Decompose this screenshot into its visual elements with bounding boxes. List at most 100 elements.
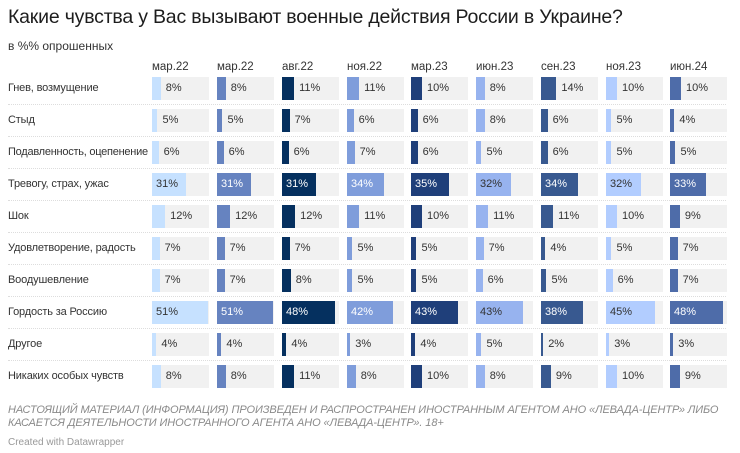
value-bar	[541, 205, 554, 228]
value-label: 8%	[489, 114, 506, 126]
value-cell: 12%	[217, 205, 274, 228]
value-bar	[606, 109, 612, 132]
value-cell: 8%	[217, 365, 274, 388]
value-cell: 4%	[411, 333, 468, 356]
value-cell: 6%	[152, 141, 209, 164]
value-label: 6%	[293, 146, 310, 158]
value-bar	[152, 77, 161, 100]
value-label: 12%	[300, 210, 323, 222]
value-label: 14%	[561, 82, 584, 94]
value-label: 9%	[555, 370, 572, 382]
value-bar	[217, 141, 224, 164]
value-cell: 5%	[606, 237, 663, 260]
value-cell: 34%	[541, 173, 598, 196]
value-label: 35%	[415, 178, 438, 190]
value-label: 8%	[230, 370, 247, 382]
value-label: 4%	[161, 338, 178, 350]
value-cell: 5%	[606, 109, 663, 132]
value-label: 32%	[610, 178, 633, 190]
value-bar	[282, 269, 291, 292]
value-cell: 8%	[152, 365, 209, 388]
value-bar	[152, 109, 158, 132]
value-label: 31%	[156, 178, 179, 190]
value-cell: 7%	[282, 109, 339, 132]
value-cell: 7%	[476, 237, 533, 260]
value-label: 8%	[360, 370, 377, 382]
row-label: Гордость за Россию	[8, 306, 107, 318]
value-bar	[670, 173, 707, 196]
value-cell: 35%	[411, 173, 468, 196]
value-bar	[411, 237, 417, 260]
value-label: 4%	[420, 338, 437, 350]
value-cell: 43%	[476, 301, 533, 324]
chart-title: Какие чувства у Вас вызывают военные дей…	[8, 6, 623, 28]
value-bar	[347, 301, 394, 324]
value-cell: 6%	[411, 141, 468, 164]
value-bar	[541, 237, 546, 260]
value-cell: 7%	[347, 141, 404, 164]
value-label: 51%	[221, 306, 244, 318]
value-bar	[541, 109, 548, 132]
value-bar	[606, 301, 656, 324]
column-header: июн.23	[476, 61, 514, 73]
value-cell: 12%	[282, 205, 339, 228]
row-divider	[8, 104, 726, 105]
value-label: 5%	[162, 114, 179, 126]
value-cell: 6%	[282, 141, 339, 164]
value-bar	[152, 205, 166, 228]
value-label: 8%	[230, 82, 247, 94]
value-bar	[217, 77, 226, 100]
datawrapper-credit[interactable]: Created with Datawrapper	[8, 437, 125, 448]
value-bar	[541, 365, 551, 388]
value-bar	[476, 333, 482, 356]
value-cell: 14%	[541, 77, 598, 100]
value-bar	[282, 333, 287, 356]
value-label: 11%	[299, 82, 321, 94]
value-label: 7%	[488, 242, 505, 254]
value-bar	[476, 365, 485, 388]
value-label: 5%	[616, 114, 633, 126]
row-label: Подавленность, оцепенение	[8, 146, 148, 158]
value-cell: 31%	[282, 173, 339, 196]
value-cell: 8%	[152, 77, 209, 100]
value-bar	[217, 205, 231, 228]
value-bar	[670, 365, 680, 388]
value-label: 10%	[426, 82, 449, 94]
row-label: Другое	[8, 338, 43, 350]
value-bar	[411, 301, 459, 324]
value-label: 7%	[682, 242, 699, 254]
value-bar	[670, 141, 676, 164]
value-cell: 51%	[152, 301, 209, 324]
value-cell: 8%	[476, 77, 533, 100]
value-bar	[541, 301, 583, 324]
value-label: 10%	[426, 210, 449, 222]
value-bar	[541, 173, 579, 196]
value-cell: 8%	[217, 77, 274, 100]
value-cell: 4%	[152, 333, 209, 356]
value-cell: 10%	[411, 365, 468, 388]
value-label: 9%	[684, 370, 701, 382]
value-bar	[670, 301, 723, 324]
row-label: Гнев, возмущение	[8, 82, 99, 94]
value-label: 48%	[674, 306, 697, 318]
value-cell: 6%	[217, 141, 274, 164]
value-label: 7%	[682, 274, 699, 286]
value-label: 4%	[226, 338, 243, 350]
value-cell: 10%	[411, 205, 468, 228]
value-label: 5%	[486, 338, 503, 350]
value-bar	[670, 77, 681, 100]
foreign-agent-notice: НАСТОЯЩИЙ МАТЕРИАЛ (ИНФОРМАЦИЯ) ПРОИЗВЕД…	[8, 404, 719, 429]
value-label: 8%	[489, 82, 506, 94]
value-label: 5%	[421, 274, 438, 286]
value-label: 8%	[295, 274, 312, 286]
row-label: Шок	[8, 210, 29, 222]
value-label: 6%	[163, 146, 180, 158]
value-label: 31%	[286, 178, 309, 190]
value-cell: 5%	[670, 141, 727, 164]
value-bar	[217, 333, 222, 356]
value-cell: 11%	[347, 77, 404, 100]
value-cell: 10%	[670, 77, 727, 100]
value-bar	[670, 333, 674, 356]
value-label: 3%	[355, 338, 372, 350]
value-bar	[606, 365, 617, 388]
